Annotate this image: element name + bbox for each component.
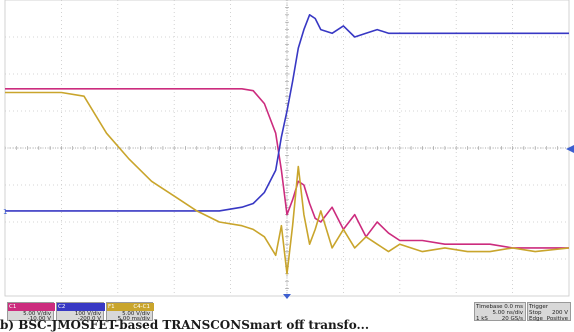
timebase-sdiv: 5.00 ns/div	[492, 310, 523, 316]
trigger-position-arrow[interactable]	[283, 294, 291, 299]
f1-label: C4-C1	[133, 304, 150, 310]
function-f1-panel[interactable]: F1 C4-C1 5.00 V/div 5.00 ms/div	[106, 302, 154, 322]
trace-layer	[5, 14, 570, 275]
trigger-slope: Positive	[546, 316, 568, 322]
timebase-rate: 20 GS/s	[501, 316, 523, 322]
channel-ground-marker: 1	[3, 208, 7, 216]
trace-f1	[5, 91, 570, 275]
timebase-samples: 1 kS	[476, 316, 488, 322]
trigger-mode: Stop	[529, 310, 542, 316]
status-bar: C1 5.00 V/div -10.00 V C2 100 V/div -200…	[0, 300, 574, 322]
trigger-panel[interactable]: Trigger Stop 200 V Edge Positive	[527, 302, 571, 322]
trigger-label: Trigger	[529, 304, 548, 310]
trace-c1	[5, 88, 569, 249]
trace-c2	[5, 14, 569, 212]
c2-vdiv: 100 V/div	[74, 311, 101, 317]
waveform-display: 1	[3, 0, 574, 299]
c2-color-swatch	[57, 303, 105, 311]
trigger-type: Edge	[529, 316, 543, 322]
c2-offset: -200.0 V	[77, 316, 101, 322]
channel-c2-panel[interactable]: C2 100 V/div -200.0 V	[56, 302, 105, 322]
timebase-panel[interactable]: Timebase 0.0 ms 5.00 ns/div 1 kS 20 GS/s	[474, 302, 526, 322]
timebase-label: Timebase	[476, 304, 503, 310]
trigger-level-arrow[interactable]	[566, 145, 574, 153]
c2-tag: C2	[58, 304, 66, 310]
c1-offset: -10.00 V	[27, 316, 51, 322]
f1-vdiv: 5.00 V/div	[122, 311, 150, 317]
channel-c1-panel[interactable]: C1 5.00 V/div -10.00 V	[7, 302, 55, 322]
figure-caption: b) BSC-JMOSFET-based TRANSCONSmart off t…	[0, 318, 370, 332]
trigger-level: 200 V	[551, 310, 568, 316]
timebase-value: 0.0 ms	[504, 304, 523, 310]
f1-tag: F1	[108, 304, 115, 310]
c1-tag: C1	[9, 304, 17, 310]
f1-offset: 5.00 ms/div	[117, 316, 150, 322]
c1-vdiv: 5.00 V/div	[23, 311, 51, 317]
f1-color-swatch	[107, 303, 154, 311]
c1-color-swatch	[8, 303, 55, 311]
